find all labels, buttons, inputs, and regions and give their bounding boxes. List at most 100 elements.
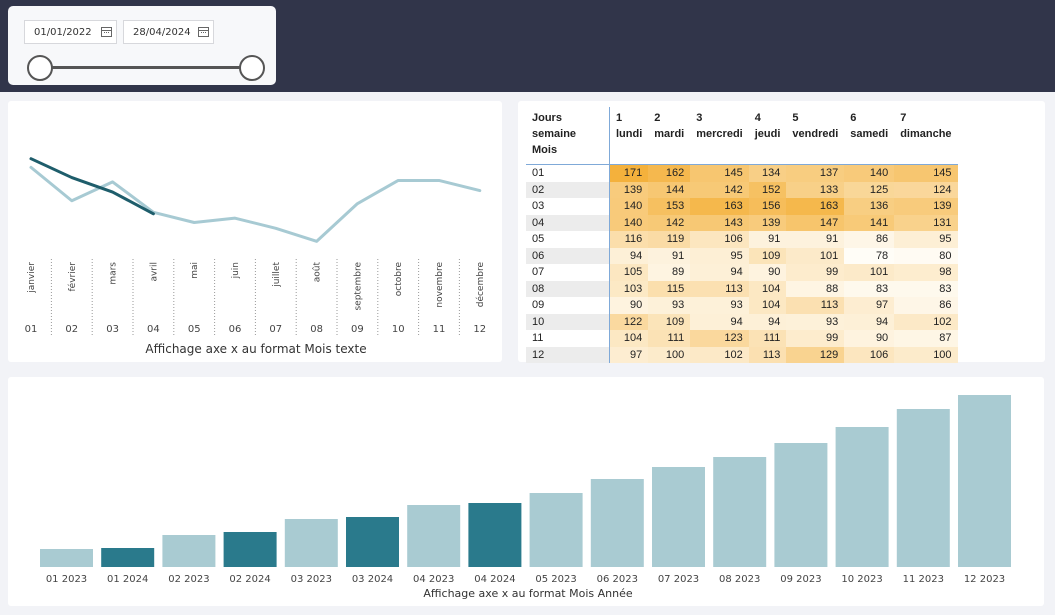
table-row: 09 90 93 93 104 113 97 86 bbox=[526, 297, 958, 314]
table-row: 05 116 119 106 91 91 86 95 bbox=[526, 231, 958, 248]
table-cell: 95 bbox=[690, 247, 749, 264]
table-cell: 88 bbox=[786, 280, 845, 297]
table-row: 01 171 162 145 134 137 140 145 bbox=[526, 164, 958, 182]
x-tick-label-number: 03 bbox=[106, 324, 119, 335]
x-tick-label-number: 06 bbox=[229, 324, 242, 335]
table-cell: 86 bbox=[894, 297, 958, 314]
table-cell: 91 bbox=[748, 231, 787, 248]
row-header-title: Mois bbox=[532, 144, 558, 156]
series-line-light bbox=[29, 165, 482, 243]
table-cell: 109 bbox=[748, 247, 787, 264]
table-row: 11 104 111 123 111 99 90 87 bbox=[526, 330, 958, 347]
bar bbox=[652, 467, 705, 567]
calendar-icon[interactable] bbox=[198, 27, 209, 37]
table-cell: 147 bbox=[786, 214, 845, 231]
table-cell: 131 bbox=[894, 214, 958, 231]
table-cell: 95 bbox=[894, 231, 958, 248]
x-tick-label: 06 2023 bbox=[597, 574, 638, 585]
table-cell: 111 bbox=[748, 330, 787, 347]
table-cell: 91 bbox=[786, 231, 845, 248]
table-cell: 106 bbox=[690, 231, 749, 248]
slider-start-handle[interactable] bbox=[27, 55, 53, 81]
table-cell: 163 bbox=[690, 198, 749, 215]
x-tick-label-number: 08 bbox=[310, 324, 323, 335]
end-date-input[interactable]: 28/04/2024 bbox=[123, 20, 214, 44]
column-header-mardi: 2 mardi bbox=[648, 107, 691, 165]
x-tick-label-month: juin bbox=[231, 262, 241, 279]
bar bbox=[40, 549, 93, 567]
column-header-num: 6 bbox=[850, 112, 857, 124]
x-tick-label: 12 2023 bbox=[964, 574, 1005, 585]
bar bbox=[529, 493, 583, 567]
column-header-num: 5 bbox=[792, 112, 799, 124]
start-date-input[interactable]: 01/01/2022 bbox=[24, 20, 117, 44]
table-row: 07 105 89 94 90 99 101 98 bbox=[526, 264, 958, 281]
table-cell: 78 bbox=[844, 247, 895, 264]
start-date-value: 01/01/2022 bbox=[34, 27, 92, 38]
column-header-num: 2 bbox=[654, 112, 661, 124]
row-label-mois: 08 bbox=[526, 280, 610, 297]
table-cell: 156 bbox=[748, 198, 787, 215]
x-tick-label-month: novembre bbox=[435, 262, 445, 308]
table-cell: 102 bbox=[690, 346, 749, 363]
column-header-num: 3 bbox=[696, 112, 703, 124]
x-tick-label-number: 11 bbox=[433, 324, 446, 335]
x-tick-label: 11 2023 bbox=[903, 574, 944, 585]
bar bbox=[101, 548, 155, 567]
bar bbox=[835, 427, 889, 567]
row-label-mois: 01 bbox=[526, 164, 610, 182]
table-cell: 134 bbox=[748, 164, 787, 182]
table-cell: 93 bbox=[786, 313, 845, 330]
table-cell: 94 bbox=[690, 313, 749, 330]
table-cell: 90 bbox=[748, 264, 787, 281]
table-cell: 140 bbox=[844, 164, 895, 182]
row-label-mois: 11 bbox=[526, 330, 610, 347]
table-cell: 83 bbox=[894, 280, 958, 297]
column-header-name: samedi bbox=[850, 128, 889, 140]
table-cell: 142 bbox=[648, 214, 691, 231]
column-header-vendredi: 5 vendredi bbox=[786, 107, 845, 165]
table-cell: 109 bbox=[648, 313, 691, 330]
x-tick-label-month: octobre bbox=[394, 262, 404, 297]
table-cell: 97 bbox=[844, 297, 895, 314]
x-tick-label: 04 2023 bbox=[413, 574, 454, 585]
bar-chart-caption: Affichage axe x au format Mois Année bbox=[423, 587, 633, 600]
table-cell: 129 bbox=[786, 346, 845, 363]
matrix-corner-header: Jours semaine Mois bbox=[526, 107, 610, 165]
x-tick-label-month: mai bbox=[190, 262, 200, 279]
table-cell: 113 bbox=[748, 346, 787, 363]
table-cell: 171 bbox=[609, 164, 649, 182]
table-cell: 90 bbox=[609, 297, 649, 314]
x-tick-label: 07 2023 bbox=[658, 574, 699, 585]
table-cell: 116 bbox=[609, 231, 649, 248]
table-cell: 97 bbox=[609, 346, 649, 363]
bar bbox=[162, 535, 216, 567]
table-cell: 137 bbox=[786, 164, 845, 182]
table-cell: 113 bbox=[690, 280, 749, 297]
table-row: 06 94 91 95 109 101 78 80 bbox=[526, 247, 958, 264]
table-cell: 93 bbox=[690, 297, 749, 314]
row-label-mois: 07 bbox=[526, 264, 610, 281]
table-cell: 140 bbox=[609, 214, 649, 231]
bar bbox=[468, 503, 522, 567]
x-tick-label: 03 2023 bbox=[291, 574, 332, 585]
table-cell: 133 bbox=[786, 181, 845, 198]
table-cell: 100 bbox=[894, 346, 958, 363]
table-cell: 152 bbox=[748, 181, 787, 198]
table-cell: 119 bbox=[648, 231, 691, 248]
table-row: 03 140 153 163 156 163 136 139 bbox=[526, 198, 958, 215]
bar bbox=[284, 519, 338, 567]
column-header-name: mardi bbox=[654, 128, 685, 140]
date-range-slicer: 01/01/2022 28/04/2024 bbox=[8, 6, 276, 85]
x-tick-label-month: août bbox=[313, 262, 323, 283]
row-label-mois: 02 bbox=[526, 181, 610, 198]
table-cell: 141 bbox=[844, 214, 895, 231]
table-row: 04 140 142 143 139 147 141 131 bbox=[526, 214, 958, 231]
row-label-mois: 09 bbox=[526, 297, 610, 314]
x-tick-label-month: janvier bbox=[27, 262, 37, 294]
table-cell: 163 bbox=[786, 198, 845, 215]
slider-end-handle[interactable] bbox=[239, 55, 265, 81]
slider-track[interactable] bbox=[40, 66, 252, 69]
calendar-icon[interactable] bbox=[101, 27, 112, 37]
column-header-jeudi: 4 jeudi bbox=[748, 107, 787, 165]
